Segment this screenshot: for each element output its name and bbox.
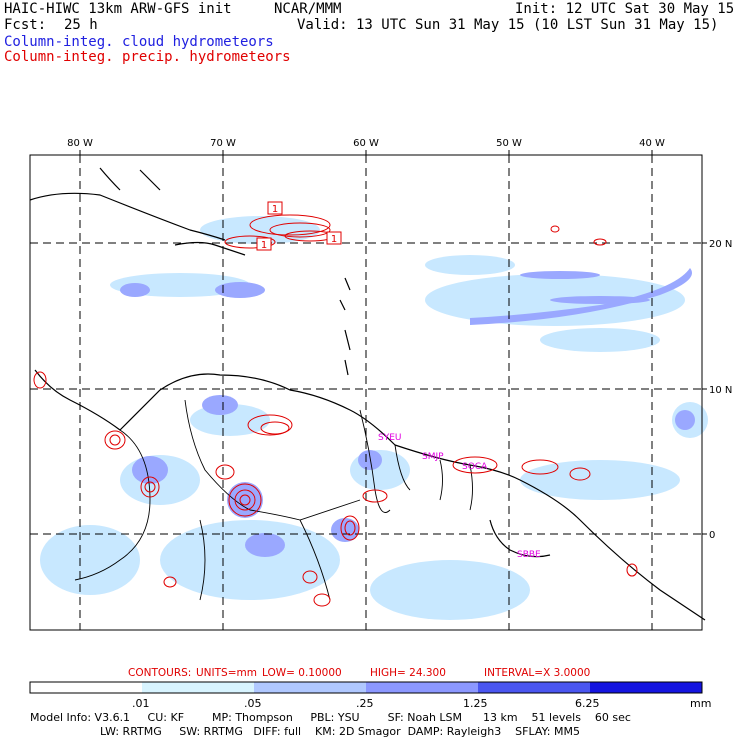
contours-units: UNITS=mm	[196, 667, 257, 679]
station-smjp: SMJP	[422, 452, 444, 462]
model-title: HAIC-HIWC 13km ARW-GFS init	[4, 1, 232, 17]
contour-label-3: 1	[331, 234, 337, 245]
colorbar-tick-1: .01	[132, 697, 150, 710]
contours-high: HIGH= 24.300	[370, 667, 446, 679]
organization: NCAR/MMM	[274, 1, 342, 17]
model-info-line-2: LW: RRTMG SW: RRTMG DIFF: full KM: 2D Sm…	[100, 725, 580, 738]
station-soca: SOCA	[462, 462, 488, 472]
lon-label-50w: 50 W	[496, 138, 522, 149]
forecast-hour: 25 h	[64, 17, 98, 33]
colorbar-tick-3: .25	[356, 697, 374, 710]
lat-label-20n: 20 N	[709, 239, 732, 250]
contour-label-1: 1	[272, 204, 278, 215]
valid-time: Valid: 13 UTC Sun 31 May 15 (10 LST Sun …	[297, 17, 719, 33]
lat-label-0: 0	[709, 530, 715, 541]
model-info-line-1: Model Info: V3.6.1 CU: KF MP: Thompson P…	[30, 711, 631, 724]
colorbar-tick-2: .05	[244, 697, 262, 710]
colorbar	[29, 681, 703, 694]
lon-label-40w: 40 W	[639, 138, 665, 149]
lat-label-10n: 10 N	[709, 385, 732, 396]
lon-label-70w: 70 W	[210, 138, 236, 149]
lon-label-80w: 80 W	[67, 138, 93, 149]
init-time: Init: 12 UTC Sat 30 May 15	[515, 1, 735, 17]
stations: SYEU SMJP SOCA SBBE	[378, 433, 541, 560]
lat-lon-grid	[30, 155, 702, 630]
coastlines	[29, 167, 706, 621]
contours-low: LOW= 0.10000	[262, 667, 342, 679]
precip-field-title: Column-integ. precip. hydrometeors	[4, 49, 291, 65]
cloud-field-title: Column-integ. cloud hydrometeors	[4, 34, 274, 50]
forecast-label: Fcst:	[4, 17, 47, 33]
colorbar-tick-5: 6.25	[575, 697, 600, 710]
tick-marks	[79, 150, 707, 535]
cloud-shading-mid	[120, 268, 695, 557]
station-sbbe: SBBE	[517, 550, 541, 560]
contours-label: CONTOURS:	[128, 667, 192, 679]
cloud-shading	[40, 216, 708, 620]
lon-labels: 80 W 70 W 60 W 50 W 40 W	[67, 138, 665, 149]
contour-label-2: 1	[261, 240, 267, 251]
colorbar-units: mm	[690, 697, 712, 710]
contours-interval: INTERVAL=X 3.0000	[484, 667, 591, 679]
station-syeu: SYEU	[378, 433, 401, 443]
lon-label-60w: 60 W	[353, 138, 379, 149]
lat-labels: 20 N 10 N 0	[709, 239, 732, 541]
colorbar-tick-4: 1.25	[463, 697, 488, 710]
contour-labels: 1 1 1	[256, 201, 342, 251]
precip-contours	[33, 214, 638, 607]
